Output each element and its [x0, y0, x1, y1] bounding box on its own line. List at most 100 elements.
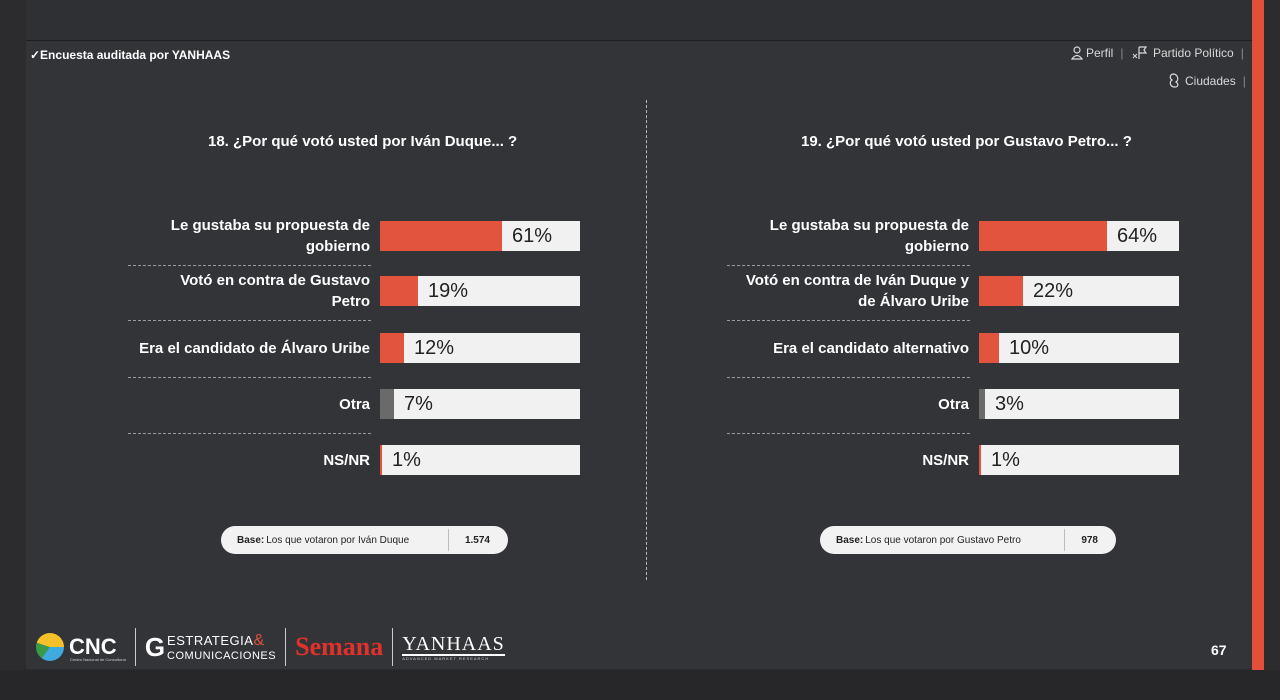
- bar-value-label: 7%: [404, 393, 433, 415]
- nav-ciudades-label: Ciudades: [1185, 74, 1236, 88]
- category-label-text: Era el candidato de Álvaro Uribe: [139, 338, 370, 359]
- row-divider: [727, 377, 970, 378]
- cnc-emblem: [36, 632, 64, 661]
- row-divider: [128, 433, 371, 434]
- category-label-text: Otra: [938, 394, 969, 415]
- category-label: Era el candidato de Álvaro Uribe: [130, 323, 370, 373]
- estrategia-bottom-text: COMUNICACIONES: [167, 650, 277, 662]
- bar: [979, 445, 981, 475]
- category-label: Otra: [130, 379, 370, 429]
- bar: [979, 333, 999, 363]
- nav-separator: |: [1120, 46, 1124, 60]
- category-label-line: Votó en contra de Gustavo: [180, 272, 370, 289]
- base-label: Base:: [237, 534, 265, 546]
- row-divider: [727, 320, 970, 321]
- category-label-line: Era el candidato alternativo: [773, 339, 969, 357]
- base-text: Los que votaron por Iván Duque: [266, 534, 410, 546]
- yanhaas-logo: YANHAAS ADVANCED MARKET RESEARCH: [402, 634, 505, 661]
- category-label-line: Le gustaba su propuesta de: [769, 217, 969, 234]
- bar-track: 22%: [979, 276, 1179, 306]
- bar: [979, 276, 1023, 306]
- row-divider: [727, 433, 970, 434]
- category-label: Otra: [729, 379, 969, 429]
- logo-separator: [134, 628, 136, 666]
- category-label: Le gustaba su propuesta de gobierno: [729, 211, 969, 261]
- row-divider: [128, 377, 371, 378]
- accent-bar: [1252, 0, 1264, 670]
- category-label: Votó en contra de Gustavo Petro: [130, 266, 370, 316]
- estrategia-logo: G ESTRATEGIA& COMUNICACIONES: [145, 632, 276, 663]
- category-label-line: de Álvaro Uribe: [858, 293, 969, 310]
- audit-note: ✓Encuesta auditada por YANHAAS: [30, 48, 231, 62]
- yanhaas-logo-subtitle: ADVANCED MARKET RESEARCH: [402, 655, 490, 661]
- base-text: Los que votaron por Gustavo Petro: [865, 534, 1021, 546]
- category-label-text: Era el candidato alternativo: [773, 338, 969, 359]
- base-label: Base:: [836, 534, 864, 546]
- category-label-line: Petro: [331, 293, 370, 310]
- yanhaas-logo-text: YANHAAS: [402, 632, 505, 656]
- category-label-line: Otra: [339, 395, 370, 413]
- category-label: Votó en contra de Iván Duque y de Álvaro …: [729, 266, 969, 316]
- category-label-line: gobierno: [904, 238, 969, 255]
- question-title: 19. ¿Por qué votó usted por Gustavo Petr…: [801, 133, 1132, 150]
- bar-value-label: 64%: [1117, 225, 1158, 247]
- bar: [380, 389, 394, 419]
- bottom-shadow: [0, 670, 1280, 700]
- semana-logo: Semana: [295, 632, 384, 661]
- category-label: Le gustaba su propuesta de gobierno: [130, 211, 370, 261]
- nav-partido-label: Partido Político: [1153, 46, 1234, 60]
- category-label-text: Le gustaba su propuesta de gobierno: [770, 215, 969, 257]
- nav-partido-button[interactable]: Partido Político |: [1132, 46, 1244, 60]
- flag-icon: [1132, 46, 1148, 59]
- base-count: 1.574: [464, 534, 490, 546]
- category-label-text: NS/NR: [922, 450, 969, 471]
- category-label-line: NS/NR: [922, 451, 969, 469]
- base-count: 978: [1081, 534, 1098, 546]
- panel-divider: [646, 100, 647, 580]
- bar-value-label: 1%: [991, 449, 1020, 471]
- cnc-logo-text: CNC: [69, 633, 117, 659]
- base-separator: [1064, 529, 1066, 551]
- category-label-line: Votó en contra de Iván Duque y: [745, 272, 969, 289]
- footer-logos: CNC Centro Nacional de Consultoría G EST…: [36, 624, 505, 670]
- bar-track: 64%: [979, 221, 1179, 251]
- bar: [380, 445, 382, 475]
- category-label-line: Le gustaba su propuesta de: [170, 217, 370, 234]
- estrategia-emblem: G: [144, 631, 166, 662]
- bar: [979, 221, 1107, 251]
- bar: [979, 389, 985, 419]
- category-label-line: gobierno: [305, 238, 370, 255]
- base-pill: Base: Los que votaron por Gustavo Petro 97…: [820, 526, 1116, 554]
- bar-value-label: 19%: [428, 280, 469, 302]
- row-divider: [128, 320, 371, 321]
- estrategia-ampersand: &: [253, 632, 265, 649]
- nav-perfil-label: Perfil: [1086, 46, 1114, 60]
- category-label-line: Era el candidato de Álvaro Uribe: [139, 339, 370, 357]
- bar-value-label: 3%: [995, 393, 1024, 415]
- category-label-text: Votó en contra de Gustavo Petro: [180, 270, 370, 312]
- bar-track: 10%: [979, 333, 1179, 363]
- bar: [380, 221, 502, 251]
- row-divider: [727, 265, 970, 266]
- cnc-logo-subtitle: Centro Nacional de Consultoría: [70, 656, 126, 662]
- estrategia-top-text: ESTRATEGIA: [167, 633, 254, 648]
- cnc-logo: CNC Centro Nacional de Consultoría: [36, 632, 126, 662]
- nav-separator: |: [1242, 74, 1246, 88]
- nav-ciudades-button[interactable]: Ciudades |: [1166, 73, 1246, 89]
- nav-perfil-button[interactable]: Perfil |: [1071, 46, 1123, 60]
- logo-separator: [285, 628, 287, 666]
- bar-track: 1%: [979, 445, 1179, 475]
- bar-track: 1%: [380, 445, 580, 475]
- bar-value-label: 12%: [414, 337, 455, 359]
- top-strip: [26, 0, 1252, 41]
- logo-separator: [392, 628, 394, 666]
- bar-track: 19%: [380, 276, 580, 306]
- category-label-text: Le gustaba su propuesta de gobierno: [171, 215, 370, 257]
- category-label: NS/NR: [130, 435, 370, 485]
- category-label-text: Otra: [339, 394, 370, 415]
- bar-value-label: 10%: [1009, 337, 1050, 359]
- category-label-line: Otra: [938, 395, 969, 413]
- bar-value-label: 61%: [512, 225, 553, 247]
- person-icon: [1071, 46, 1083, 60]
- bar: [380, 276, 418, 306]
